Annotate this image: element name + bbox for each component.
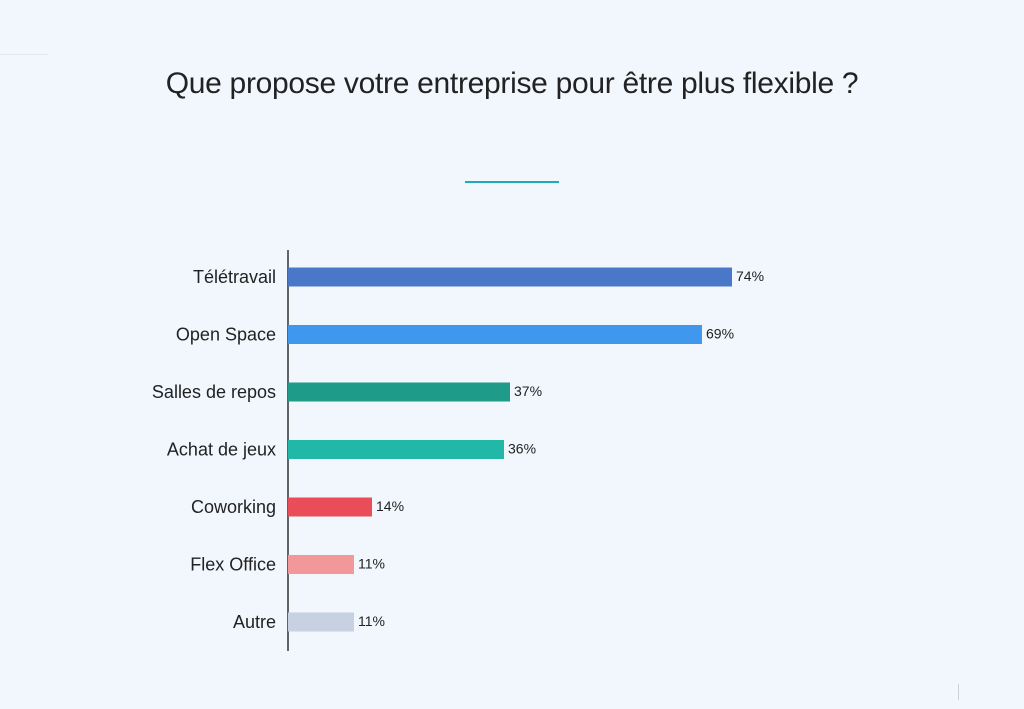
bar-1 [288,325,702,344]
category-label-6: Autre [233,612,276,632]
bar-2 [288,382,510,402]
bar-3 [288,440,504,459]
value-label-2: 37% [514,383,542,399]
bar-0 [288,267,732,287]
chart-title: Que propose votre entreprise pour être p… [165,67,859,100]
corner-divider [0,54,48,55]
value-label-6: 11% [358,613,385,629]
value-label-4: 14% [376,498,404,514]
value-label-3: 36% [508,441,536,457]
category-label-3: Achat de jeux [167,440,276,460]
value-label-5: 11% [358,556,385,572]
category-label-2: Salles de repos [152,382,276,402]
category-label-1: Open Space [176,325,276,345]
category-label-4: Coworking [191,497,276,517]
value-label-0: 74% [736,268,764,284]
bar-5 [288,555,354,574]
value-label-1: 69% [706,326,734,342]
category-label-0: Télétravail [193,267,276,287]
bar-4 [288,497,372,517]
category-label-5: Flex Office [190,555,276,575]
title-underline [465,181,559,183]
corner-tick [958,684,959,700]
bar-6 [288,612,354,632]
